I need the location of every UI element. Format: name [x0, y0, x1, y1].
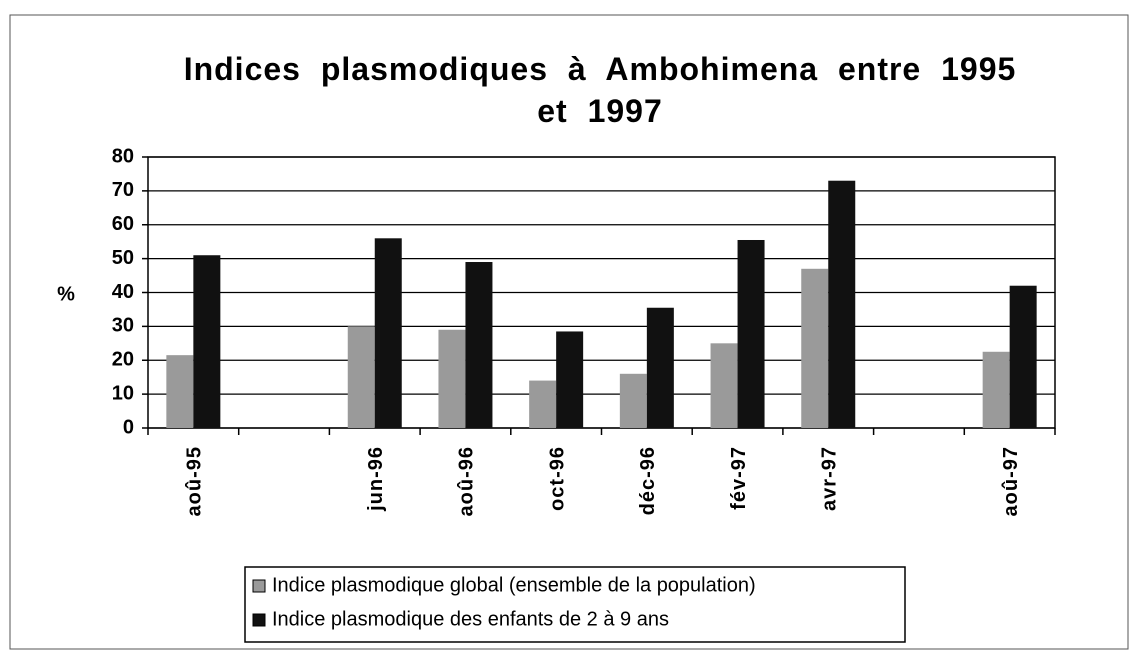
bar	[619, 373, 647, 428]
legend-label: Indice plasmodique global (ensemble de l…	[272, 574, 756, 596]
bar	[737, 239, 765, 428]
x-tick-label: oct-96	[546, 446, 568, 511]
legend-swatch	[252, 613, 266, 627]
bar	[646, 307, 674, 428]
x-tick-label: aoû-95	[184, 446, 206, 516]
bar	[193, 255, 221, 428]
x-tick-label: aoû-97	[1000, 446, 1022, 516]
y-tick-label: 10	[112, 382, 134, 404]
legend-label: Indice plasmodique des enfants de 2 à 9 …	[272, 608, 669, 630]
bar	[556, 331, 584, 428]
bar	[1009, 285, 1037, 428]
bar	[374, 238, 402, 428]
bar	[828, 180, 856, 428]
bar	[465, 262, 493, 428]
x-tick-label: avr-97	[819, 446, 841, 511]
y-tick-label: 50	[112, 247, 134, 269]
legend-swatch	[252, 579, 266, 593]
bar	[438, 329, 466, 428]
bar	[982, 351, 1010, 428]
x-tick-label: aoû-96	[456, 446, 478, 516]
legend-box	[244, 566, 906, 643]
y-axis-label: %	[57, 283, 75, 305]
y-tick-label: 30	[112, 315, 134, 337]
chart-border	[9, 14, 1129, 650]
y-tick-label: 70	[112, 179, 134, 201]
y-tick-label: 0	[123, 416, 134, 438]
bar	[801, 268, 829, 428]
y-tick-label: 40	[112, 281, 134, 303]
bar	[166, 355, 194, 428]
x-tick-label: fév-97	[728, 446, 750, 510]
y-tick-label: 60	[112, 213, 134, 235]
bar	[347, 326, 375, 428]
x-tick-label: déc-96	[637, 446, 659, 515]
x-tick-label: jun-96	[365, 446, 387, 512]
bar	[529, 380, 557, 428]
bar	[710, 343, 738, 428]
y-tick-label: 20	[112, 349, 134, 371]
y-tick-label: 80	[112, 145, 134, 167]
chart-title: Indices plasmodiques à Ambohimena entre …	[183, 51, 1017, 129]
